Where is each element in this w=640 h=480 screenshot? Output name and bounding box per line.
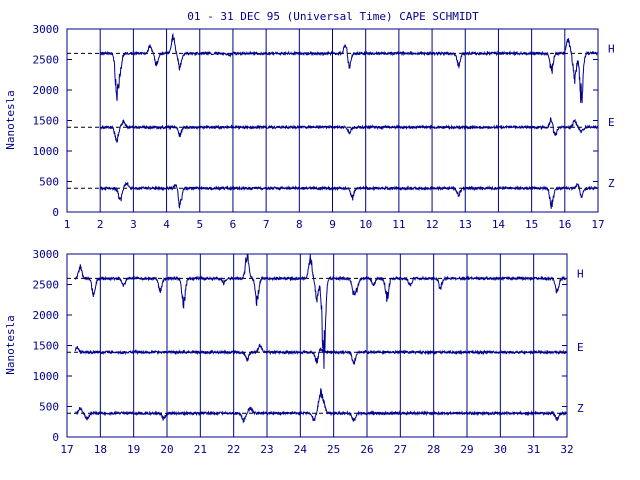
- y-tick-label: 1500: [33, 340, 60, 353]
- x-tick-label: 32: [560, 443, 573, 456]
- y-tick-label: 0: [52, 431, 59, 444]
- trace-E: [100, 117, 598, 144]
- x-tick-label: 31: [527, 443, 540, 456]
- x-tick-label: 9: [329, 218, 336, 231]
- x-tick-label: 30: [494, 443, 507, 456]
- component-label-E: E: [577, 341, 584, 354]
- x-tick-label: 5: [196, 218, 203, 231]
- x-tick-label: 24: [294, 443, 308, 456]
- trace-Z: [75, 388, 567, 424]
- component-label-Z: Z: [608, 177, 615, 190]
- trace-E: [74, 343, 567, 366]
- x-tick-label: 17: [591, 218, 604, 231]
- y-tick-label: 2000: [33, 309, 60, 322]
- x-tick-label: 11: [392, 218, 405, 231]
- x-tick-label: 8: [296, 218, 303, 231]
- component-label-H: H: [608, 42, 615, 55]
- chart-title: 01 - 31 DEC 95 (Universal Time) CAPE SCH…: [187, 10, 479, 23]
- x-tick-label: 20: [160, 443, 173, 456]
- trace-H: [74, 253, 567, 369]
- x-tick-label: 7: [263, 218, 270, 231]
- x-tick-label: 10: [359, 218, 372, 231]
- x-tick-label: 17: [60, 443, 73, 456]
- x-tick-label: 18: [94, 443, 107, 456]
- x-tick-label: 15: [525, 218, 538, 231]
- panel-2: 17 18 19 20 21 22 23 24 25 26 27 28 29 30 31 32 0 500 1000…: [33, 248, 585, 456]
- component-label-E: E: [608, 116, 615, 129]
- x-tick-label: 22: [227, 443, 240, 456]
- y-tick-label: 1000: [33, 145, 60, 158]
- y-tick-label: 500: [39, 176, 59, 189]
- y-axis-label-bottom: Nanotesla: [4, 315, 17, 375]
- x-tick-label: 13: [459, 218, 472, 231]
- component-label-Z: Z: [577, 402, 584, 415]
- x-tick-label: 23: [260, 443, 273, 456]
- x-tick-label: 1: [64, 218, 71, 231]
- x-tick-label: 26: [360, 443, 373, 456]
- x-tick-label: 28: [427, 443, 440, 456]
- x-tick-label: 3: [130, 218, 137, 231]
- trace-Z: [99, 181, 598, 209]
- x-tick-label: 25: [327, 443, 340, 456]
- y-tick-label: 500: [39, 401, 59, 414]
- y-tick-label: 2000: [33, 84, 60, 97]
- x-tick-label: 14: [492, 218, 506, 231]
- trace-H: [99, 32, 598, 104]
- y-tick-label: 2500: [33, 54, 60, 67]
- x-tick-label: 2: [97, 218, 104, 231]
- x-tick-label: 16: [558, 218, 571, 231]
- y-tick-label: 1500: [33, 115, 60, 128]
- y-tick-label: 3000: [33, 248, 60, 261]
- x-tick-label: 4: [163, 218, 170, 231]
- y-tick-label: 3000: [33, 23, 60, 36]
- y-tick-label: 2500: [33, 279, 60, 292]
- x-tick-label: 27: [394, 443, 407, 456]
- x-tick-label: 6: [230, 218, 237, 231]
- component-label-H: H: [577, 267, 584, 280]
- x-tick-label: 19: [127, 443, 140, 456]
- panel-1: 1 2 3 4 5 6 7 8 9 10 11 12 13 14 15 16 17050010001500200…: [33, 23, 616, 231]
- x-tick-label: 21: [194, 443, 207, 456]
- y-tick-label: 1000: [33, 370, 60, 383]
- y-axis-label-top: Nanotesla: [4, 90, 17, 150]
- x-tick-label: 12: [425, 218, 438, 231]
- y-tick-label: 0: [52, 206, 59, 219]
- x-tick-label: 29: [460, 443, 473, 456]
